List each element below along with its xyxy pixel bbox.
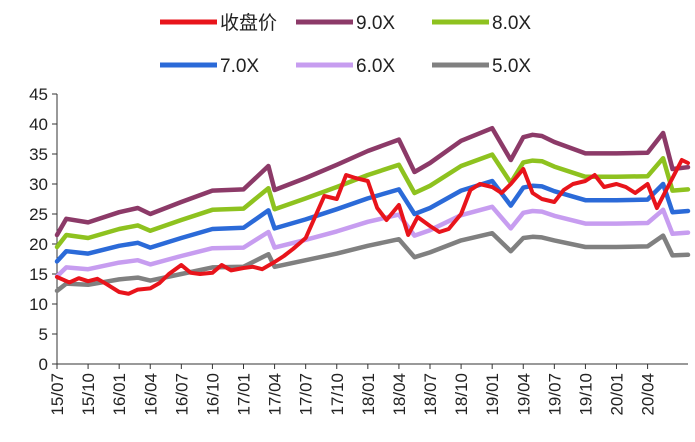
y-tick-label: 20: [29, 235, 48, 254]
series-line-5.0X: [54, 230, 691, 294]
series-line-6.0X: [54, 204, 691, 279]
x-tick-label: 20/04: [639, 373, 658, 416]
x-tick-label: 16/07: [172, 373, 191, 416]
legend-label: 5.0X: [492, 56, 531, 77]
x-tick-label: 16/01: [110, 373, 129, 416]
y-tick-label: 45: [29, 85, 48, 104]
legend-label: 6.0X: [356, 56, 395, 77]
legend-item: 8.0X: [432, 13, 531, 34]
legend-label: 收盘价: [220, 12, 277, 34]
y-ticks: 0 5 10 15 20 25 30 35 40 45: [29, 85, 57, 374]
y-tick-label: 10: [29, 295, 48, 314]
x-tick-label: 19/07: [545, 373, 564, 416]
x-ticks: 15/07 15/10 16/01 16/04 16/07 16/10 17/01 17/04…: [48, 364, 658, 416]
x-tick-label: 16/10: [203, 373, 222, 416]
x-tick-label: 15/07: [48, 373, 67, 416]
x-tick-label: 20/01: [608, 373, 627, 416]
x-tick-label: 17/10: [328, 373, 347, 416]
x-tick-label: 17/01: [235, 373, 254, 416]
legend: 收盘价 9.0X 8.0X 7.0X 6.0X 5.0X: [160, 12, 531, 77]
x-tick-label: 18/01: [359, 373, 378, 416]
legend-label: 8.0X: [492, 13, 531, 34]
series-line-收盘价: [55, 158, 690, 296]
legend-item: 收盘价: [160, 12, 277, 34]
x-tick-label: 16/04: [141, 373, 160, 416]
legend-item: 9.0X: [296, 13, 395, 34]
y-tick-label: 15: [29, 265, 48, 284]
x-tick-label: 17/04: [266, 373, 285, 416]
x-tick-label: 19/04: [514, 373, 533, 416]
y-tick-label: 25: [29, 205, 48, 224]
x-tick-label: 18/10: [452, 373, 471, 416]
x-tick-label: 19/10: [576, 373, 595, 416]
x-tick-label: 18/04: [390, 373, 409, 416]
y-tick-label: 0: [39, 355, 48, 374]
series-line-7.0X: [54, 178, 691, 264]
legend-item: 5.0X: [432, 56, 531, 77]
x-tick-label: 19/01: [483, 373, 502, 416]
legend-item: 7.0X: [160, 56, 259, 77]
series-line-9.0X: [54, 125, 691, 238]
y-tick-label: 5: [39, 325, 48, 344]
legend-label: 9.0X: [356, 13, 395, 34]
legend-label: 7.0X: [220, 56, 259, 77]
y-tick-label: 35: [29, 145, 48, 164]
series-lines: [54, 125, 691, 296]
legend-item: 6.0X: [296, 56, 395, 77]
y-tick-label: 30: [29, 175, 48, 194]
x-tick-label: 18/07: [421, 373, 440, 416]
x-tick-label: 17/07: [297, 373, 316, 416]
y-tick-label: 40: [29, 115, 48, 134]
x-tick-label: 15/10: [79, 373, 98, 416]
